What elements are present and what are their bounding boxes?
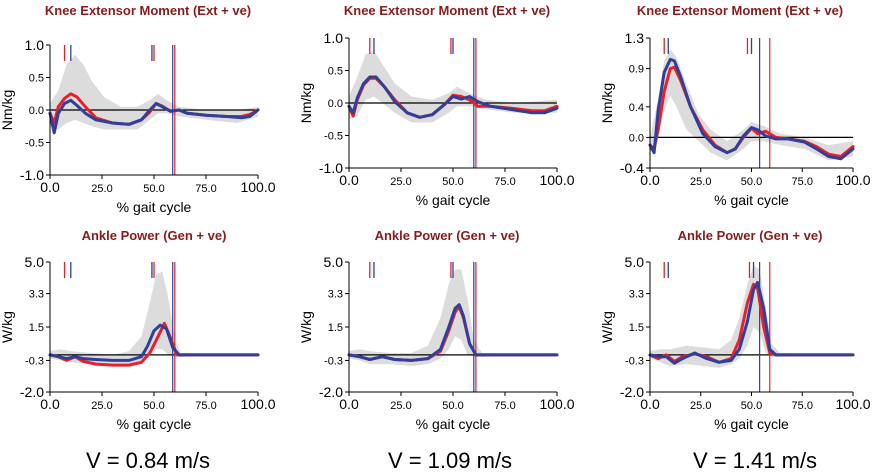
x-tick-label: 75.0	[494, 400, 515, 412]
y-tick-label: -1.0	[319, 160, 343, 176]
x-tick-label: 25.0	[390, 176, 411, 188]
y-tick-label: 5.0	[625, 254, 645, 270]
y-tick-label: 1.3	[625, 30, 645, 46]
x-axis-label: % gait cycle	[416, 192, 491, 208]
x-tick-label: 50.0	[143, 183, 164, 195]
speed-label: V = 1.09 m/s	[388, 448, 512, 473]
y-axis-label: Nm/kg	[0, 90, 15, 130]
y-axis-label: W/kg	[0, 311, 15, 343]
y-tick-label: 0.0	[629, 132, 644, 144]
series-blue	[648, 57, 855, 161]
x-tick-label: 75.0	[792, 400, 813, 412]
x-tick-label: 25.0	[690, 400, 711, 412]
y-tick-label: -0.5	[324, 131, 343, 143]
y-tick-label: -0.3	[625, 355, 644, 367]
series-blue	[347, 75, 559, 119]
y-axis-label: Nm/kg	[599, 83, 615, 123]
x-axis-label: % gait cycle	[117, 199, 192, 215]
x-tick-label: 0.0	[640, 396, 660, 412]
y-tick-label: 0.4	[629, 102, 644, 114]
y-tick-label: 0.0	[328, 98, 343, 110]
speed-label: V = 1.41 m/s	[693, 448, 817, 473]
y-tick-label: -0.3	[25, 355, 44, 367]
x-tick-label: 0.0	[339, 396, 359, 412]
y-tick-label: 0.9	[629, 64, 644, 76]
x-tick-label: 50.0	[143, 400, 164, 412]
y-tick-label: -0.3	[324, 355, 343, 367]
normative-band	[50, 54, 258, 130]
x-tick-label: 75.0	[195, 400, 216, 412]
x-tick-label: 25.0	[91, 400, 112, 412]
series-blue	[48, 98, 260, 135]
x-tick-label: 75.0	[195, 183, 216, 195]
x-tick-label: 100.0	[835, 396, 870, 412]
y-tick-label: 5.0	[25, 254, 45, 270]
y-tick-label: 1.5	[29, 322, 44, 334]
x-tick-label: 50.0	[741, 400, 762, 412]
x-tick-label: 100.0	[539, 172, 574, 188]
y-tick-label: -2.0	[319, 384, 343, 400]
x-tick-label: 25.0	[390, 400, 411, 412]
x-tick-label: 25.0	[690, 176, 711, 188]
y-tick-label: 0.0	[29, 105, 44, 117]
panel-title: Knee Extensor Moment (Ext + ve)	[344, 3, 550, 18]
panel-title: Ankle Power (Gen + ve)	[678, 228, 823, 243]
y-tick-label: -2.0	[20, 384, 44, 400]
y-tick-label: -2.0	[620, 384, 644, 400]
y-tick-label: 5.0	[324, 254, 344, 270]
y-tick-label: -1.0	[20, 167, 44, 183]
x-axis-label: % gait cycle	[416, 416, 491, 432]
x-tick-label: 0.0	[640, 172, 660, 188]
y-tick-label: -0.5	[25, 138, 44, 150]
y-tick-label: 1.5	[328, 322, 343, 334]
y-axis-label: W/kg	[599, 311, 615, 343]
panel-title: Knee Extensor Moment (Ext + ve)	[45, 3, 251, 18]
speed-label: V = 0.84 m/s	[86, 448, 210, 473]
y-tick-label: 3.3	[29, 289, 44, 301]
panel-a2: Ankle Power (Gen + ve) 5.0 3.3 1.5 -0.3 -2.00…	[298, 228, 575, 432]
y-axis-label: Nm/kg	[298, 83, 314, 123]
x-tick-label: 50.0	[741, 176, 762, 188]
x-tick-label: 100.0	[835, 172, 870, 188]
x-tick-label: 75.0	[494, 176, 515, 188]
x-axis-label: % gait cycle	[117, 416, 192, 432]
normative-band	[50, 271, 258, 366]
y-tick-label: 0.5	[328, 66, 343, 78]
x-axis-label: % gait cycle	[714, 416, 789, 432]
x-tick-label: 50.0	[442, 400, 463, 412]
y-axis-label: W/kg	[298, 311, 314, 343]
y-tick-label: 1.0	[25, 37, 45, 53]
y-tick-label: 1.5	[629, 322, 644, 334]
x-tick-label: 25.0	[91, 183, 112, 195]
x-tick-label: 50.0	[442, 176, 463, 188]
normative-band	[650, 265, 853, 368]
x-tick-label: 0.0	[40, 396, 60, 412]
y-tick-label: 0.5	[29, 73, 44, 85]
panel-k1: Knee Extensor Moment (Ext + ve) 1.0 0.5 0.0…	[0, 3, 276, 215]
x-tick-label: 100.0	[240, 179, 275, 195]
x-tick-label: 100.0	[240, 396, 275, 412]
panel-a3: Ankle Power (Gen + ve) 5.0 3.3 1.5 -0.3 -2.00…	[599, 228, 871, 432]
panel-title: Ankle Power (Gen + ve)	[375, 228, 520, 243]
y-tick-label: 3.3	[629, 289, 644, 301]
x-tick-label: 100.0	[539, 396, 574, 412]
series-blue	[648, 280, 855, 365]
x-tick-label: 75.0	[792, 176, 813, 188]
normative-band	[650, 49, 853, 161]
y-tick-label: 3.3	[328, 289, 343, 301]
panel-title: Knee Extensor Moment (Ext + ve)	[637, 3, 843, 18]
x-tick-label: 0.0	[40, 179, 60, 195]
panel-k2: Knee Extensor Moment (Ext + ve)1.0 0.5 0.0…	[298, 3, 575, 208]
y-tick-label: -0.4	[620, 160, 644, 176]
panel-title: Ankle Power (Gen + ve)	[82, 228, 227, 243]
y-tick-label: 1.0	[324, 30, 344, 46]
series-blue	[48, 323, 260, 362]
panel-k3: Knee Extensor Moment (Ext + ve) 1.3 0.9 0.4…	[599, 3, 871, 208]
x-axis-label: % gait cycle	[714, 192, 789, 208]
series-blue	[347, 303, 559, 362]
panel-a1: Ankle Power (Gen + ve) 5.0 3.3 1.5 -0.3 -2.00…	[0, 228, 276, 432]
x-tick-label: 0.0	[339, 172, 359, 188]
